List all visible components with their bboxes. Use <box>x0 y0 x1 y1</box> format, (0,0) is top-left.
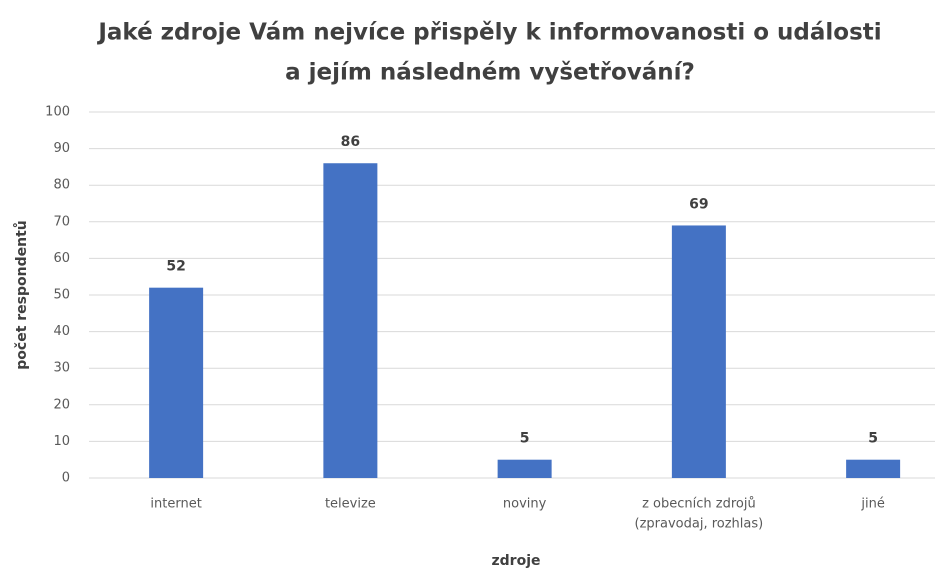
y-tick-label: 80 <box>53 178 70 193</box>
bar <box>497 459 552 478</box>
data-label: 86 <box>341 134 360 150</box>
x-tick-label: (zpravodaj, rozhlas) <box>635 517 764 532</box>
data-label: 5 <box>868 431 878 447</box>
y-tick-label: 70 <box>53 214 70 229</box>
bar <box>323 163 378 479</box>
x-tick-label: noviny <box>503 497 547 512</box>
bar <box>671 225 726 478</box>
bar <box>846 459 901 478</box>
y-tick-label: 30 <box>53 361 70 376</box>
data-label: 69 <box>689 196 708 212</box>
chart-title: a jejím následném vyšetřování? <box>285 60 695 86</box>
x-axis-title: zdroje <box>492 553 541 569</box>
data-label: 52 <box>166 259 185 275</box>
y-tick-label: 90 <box>53 141 70 156</box>
x-tick-label: internet <box>150 497 201 512</box>
y-axis-title: počet respondentů <box>13 220 30 369</box>
bar <box>149 287 204 478</box>
y-tick-label: 60 <box>53 251 70 266</box>
x-tick-label: z obecních zdrojů <box>642 497 756 512</box>
y-tick-label: 100 <box>45 105 70 120</box>
y-tick-label: 0 <box>62 471 70 486</box>
x-tick-label: televize <box>325 497 376 512</box>
data-label: 5 <box>520 431 530 447</box>
chart-title: Jaké zdroje Vám nejvíce přispěly k infor… <box>96 20 881 46</box>
y-tick-label: 20 <box>53 397 70 412</box>
y-tick-label: 40 <box>53 324 70 339</box>
y-tick-label: 10 <box>53 434 70 449</box>
x-tick-label: jiné <box>860 497 884 512</box>
y-tick-label: 50 <box>53 288 70 303</box>
